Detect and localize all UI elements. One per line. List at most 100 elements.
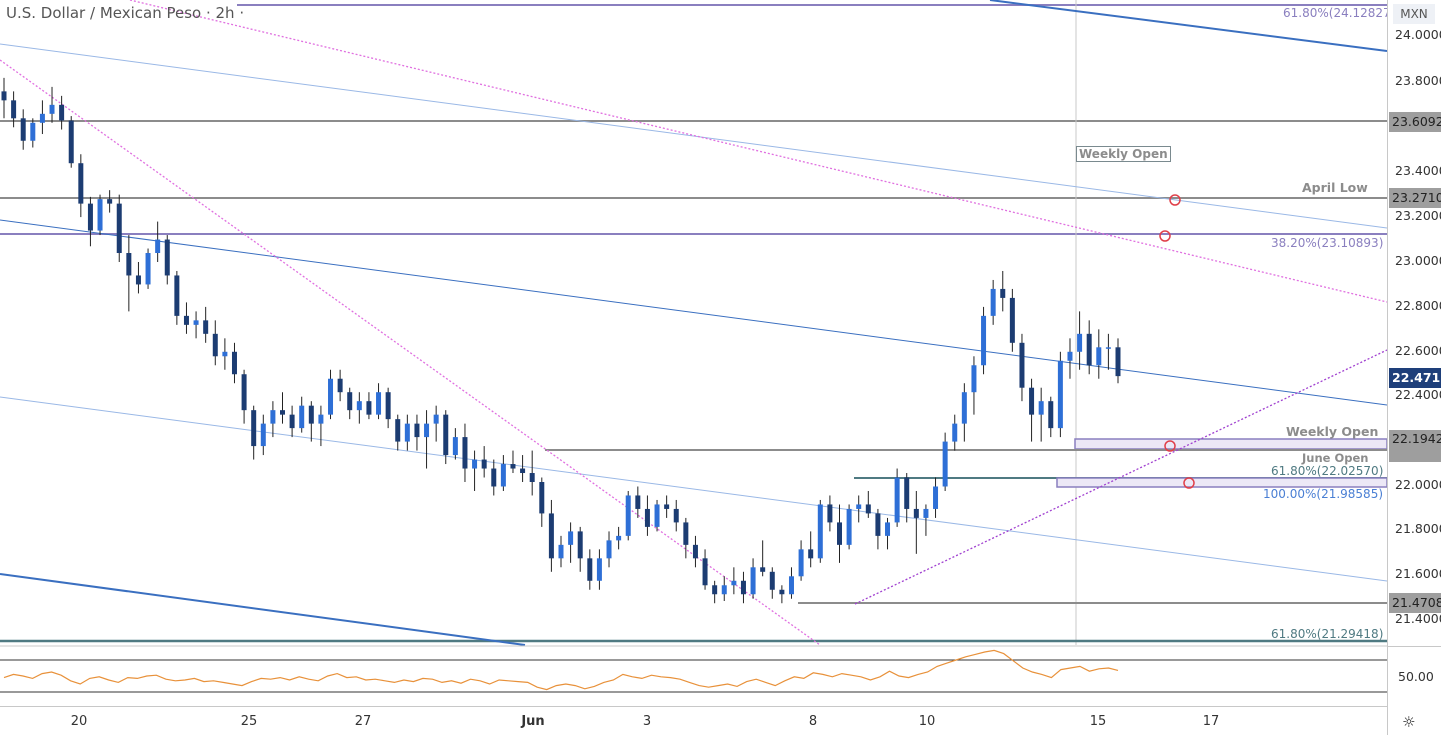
candle-body (1057, 360, 1063, 429)
candle-body (183, 315, 189, 325)
weekly-open-box-label: Weekly Open (1076, 146, 1171, 162)
candle-body (500, 464, 506, 487)
date-tick: Jun (521, 714, 545, 729)
price-chart-canvas[interactable] (0, 0, 1387, 706)
fib-618-mid-label: 61.80%(22.02570) (1271, 464, 1384, 478)
candle-body (596, 558, 602, 581)
candle-body (68, 120, 74, 164)
candle-body (692, 544, 698, 559)
candle-body (472, 459, 478, 469)
candle-body (568, 531, 574, 545)
candle-body (548, 513, 554, 559)
price-tick: 23.80000 (1395, 73, 1441, 88)
fib-382-label: 38.20%(23.10893) (1271, 236, 1384, 250)
candle-body (347, 392, 353, 411)
price-tick: 23.00000 (1395, 253, 1441, 268)
price-tag-level: 22.19420 (1389, 430, 1441, 462)
candle-body (107, 199, 113, 204)
channel-light-upper-line[interactable] (0, 43, 1387, 229)
candle-body (404, 423, 410, 442)
candle-body (539, 482, 545, 514)
price-tag-level: 23.60920 (1389, 112, 1441, 132)
candle-body (1, 91, 7, 101)
price-tick: 21.40000 (1395, 611, 1441, 626)
marker-circle-april-low (1169, 194, 1181, 206)
channel-upper-line[interactable] (989, 0, 1387, 52)
currency-label[interactable]: MXN (1393, 4, 1435, 24)
candle-body (587, 558, 593, 581)
candle-body (1000, 288, 1006, 298)
candle-body (308, 405, 314, 424)
candle-body (491, 468, 497, 487)
candle-body (856, 504, 862, 509)
price-tick: 24.00000 (1395, 27, 1441, 42)
candle-body (231, 351, 237, 375)
candle-body (49, 104, 55, 114)
candle-body (702, 558, 708, 586)
marker-circle-weekly-open (1164, 440, 1176, 452)
fib-618-top-label: 61.80%(24.12827) (1283, 6, 1396, 20)
candle-body (933, 486, 939, 509)
candle-body (59, 104, 65, 121)
candle-body (1105, 347, 1111, 349)
marker-circle-fib-382 (1159, 230, 1171, 242)
candle-body (865, 504, 871, 514)
candle-body (961, 392, 967, 424)
fib-confluence-zone[interactable] (1056, 477, 1387, 488)
candle-body (424, 423, 430, 438)
candle-body (981, 315, 987, 366)
april-low-label: April Low (1302, 180, 1368, 195)
candle-body (193, 320, 199, 325)
candle-body (750, 567, 756, 595)
date-tick: 8 (808, 714, 818, 729)
candle-body (135, 275, 141, 285)
candle-body (433, 414, 439, 424)
candle-body (529, 473, 535, 482)
candle-body (126, 253, 132, 276)
candle-body (664, 504, 670, 509)
candle-body (395, 419, 401, 442)
candle-body (740, 580, 746, 595)
candle-body (164, 239, 170, 276)
candle-body (1048, 401, 1054, 429)
symbol-title[interactable]: U.S. Dollar / Mexican Peso · 2h · (6, 4, 245, 22)
date-tick: 10 (918, 714, 936, 729)
candle-body (558, 544, 564, 559)
candlestick-series (1, 77, 1121, 604)
candle-body (644, 508, 650, 527)
channel-lower-line[interactable] (0, 573, 526, 646)
time-axis-line[interactable] (0, 706, 1387, 707)
candle-body (270, 410, 276, 424)
candle-body (328, 378, 334, 415)
price-tick: 21.80000 (1395, 521, 1441, 536)
price-tick: 22.40000 (1395, 387, 1441, 402)
settings-gear-icon[interactable]: ☼ (1402, 713, 1416, 731)
candle-body (1077, 333, 1083, 352)
candle-body (846, 508, 852, 545)
candle-body (654, 504, 660, 527)
candle-body (39, 113, 45, 123)
candle-body (788, 576, 794, 595)
candle-body (769, 571, 775, 590)
candle-body (520, 468, 526, 474)
channel-middle-line[interactable] (0, 219, 1387, 406)
rsi-line[interactable] (3, 649, 1119, 691)
candle-body (635, 495, 641, 509)
axis-pane-separator (1387, 646, 1441, 647)
weekly-open-label: Weekly Open (1286, 424, 1379, 439)
candle-body (289, 414, 295, 429)
channel-light-lower-line[interactable] (0, 396, 1387, 582)
current-price-tag: 22.47160 (1389, 368, 1441, 388)
weekly-open-zone[interactable] (1074, 438, 1387, 450)
candle-body (318, 414, 324, 424)
candle-body (798, 549, 804, 577)
candle-body (251, 410, 257, 447)
candle-body (241, 374, 247, 411)
marker-circle-fib-100 (1183, 477, 1195, 489)
date-tick: 17 (1202, 714, 1220, 729)
candle-body (260, 423, 266, 447)
candle-body (606, 540, 612, 559)
candle-body (1019, 342, 1025, 388)
candle-body (1038, 401, 1044, 415)
pink-trendline-upper[interactable] (129, 0, 1387, 303)
